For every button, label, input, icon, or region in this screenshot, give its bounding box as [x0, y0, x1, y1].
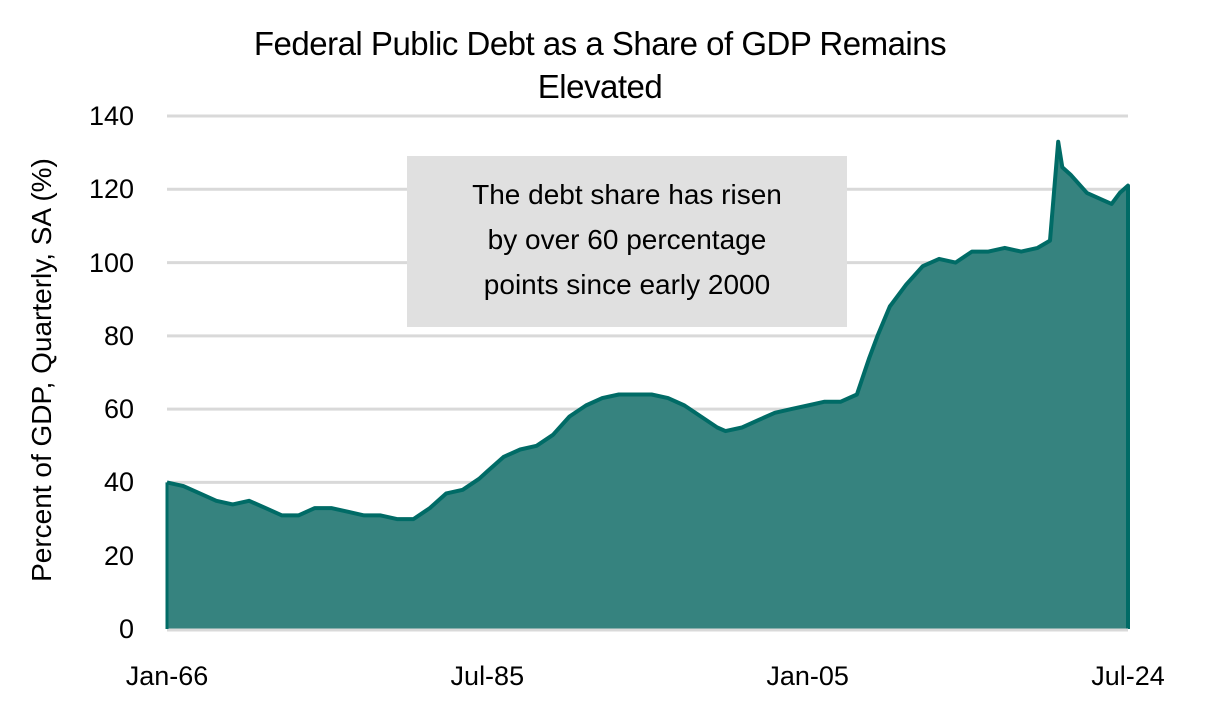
annotation-line-2: by over 60 percentage: [487, 224, 767, 255]
y-tick-label: 60: [103, 394, 134, 425]
chart-title-line-1: Federal Public Debt as a Share of GDP Re…: [253, 25, 947, 62]
x-tick-label: Jan-05: [766, 661, 849, 691]
x-tick-label: Jul-85: [450, 661, 525, 691]
debt-area-fill: [167, 141, 1128, 629]
y-tick-label: 40: [103, 467, 134, 498]
chart-title-line-2: Elevated: [537, 68, 663, 105]
y-tick-label: 140: [88, 101, 134, 131]
annotation-line-1: The debt share has risen: [472, 179, 782, 210]
annotation-box: The debt share has risen by over 60 perc…: [407, 156, 847, 327]
y-tick-label: 120: [88, 174, 134, 205]
y-tick-label: 0: [118, 614, 134, 644]
x-tick-label: Jan-66: [125, 661, 209, 691]
y-tick-label: 20: [103, 540, 134, 571]
debt-line: [166, 139, 1130, 629]
y-tick-label: 80: [103, 320, 134, 351]
annotation-line-3: points since early 2000: [483, 269, 771, 300]
y-tick-label: 100: [88, 247, 134, 278]
x-tick-label: Jul-24: [1091, 661, 1165, 691]
chart-title: Federal Public Debt as a Share of GDP Re…: [130, 22, 1070, 108]
